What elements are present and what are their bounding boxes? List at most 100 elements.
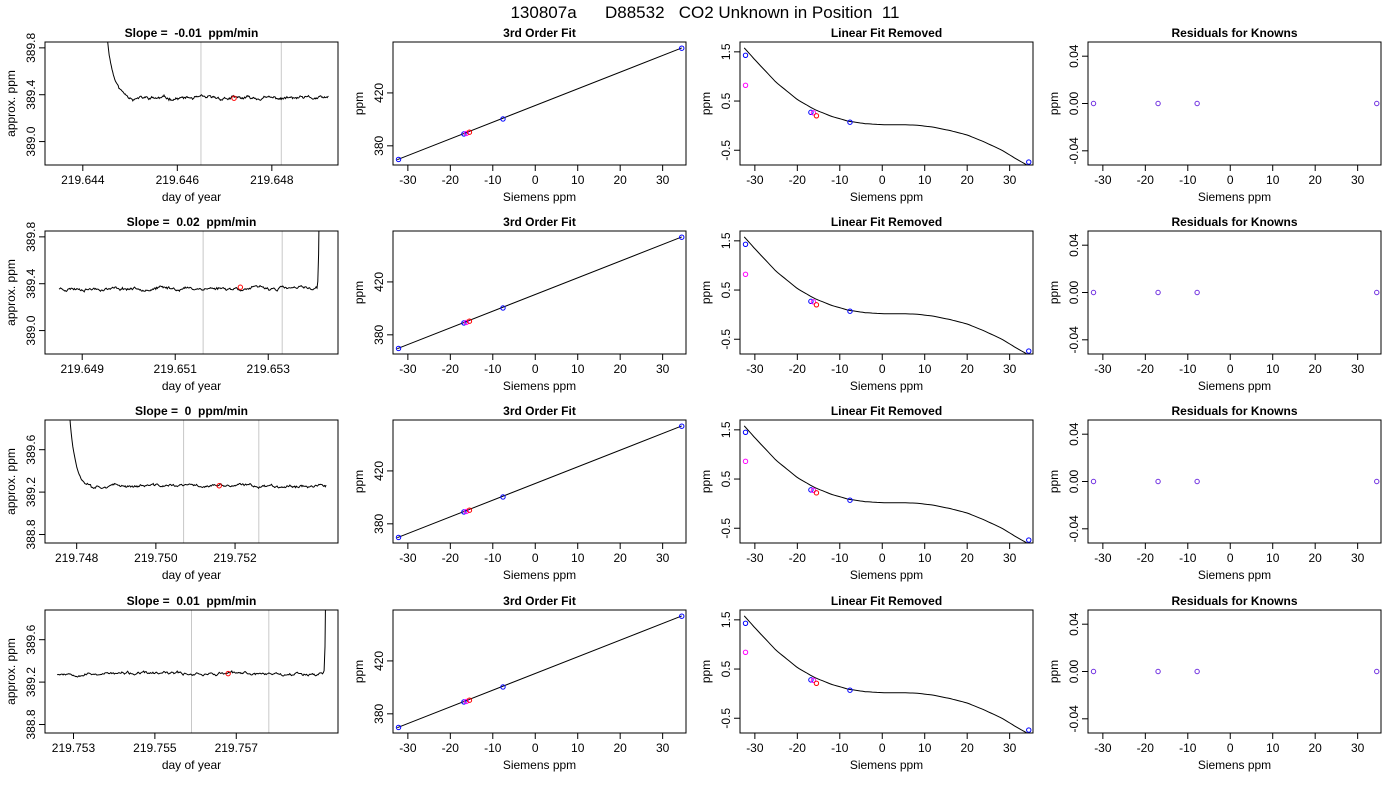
x-tick-label: -20	[789, 173, 807, 187]
y-tick-label: 0.00	[1067, 280, 1081, 304]
y-axis-label: approx. ppm	[4, 448, 18, 515]
data-point	[1374, 668, 1380, 675]
y-tick-label: 389.4	[24, 268, 38, 298]
data-point	[461, 320, 467, 326]
panel-grid: Slope = -0.01 ppm/min 219.644 219.646 219.6…	[4, 26, 1382, 772]
data-point	[813, 302, 820, 308]
plot-area	[395, 423, 685, 541]
x-tick-label: -20	[789, 362, 807, 376]
x-tick-label: 0	[532, 362, 539, 376]
x-tick-label: 30	[656, 551, 670, 565]
data-point	[1194, 668, 1200, 675]
panel-r3-fit: 3rd Order Fit -30 -20 -10 0 10 20 30 380 420 Sieme…	[352, 404, 687, 582]
y-tick-label: 380	[372, 135, 386, 155]
x-tick-label: 30	[656, 741, 670, 755]
x-tick-label: 10	[918, 551, 932, 565]
data-point	[679, 423, 685, 429]
data-point	[463, 319, 470, 326]
panel-r4-trace: Slope = 0.01 ppm/min 219.753 219.755 219.75…	[4, 594, 339, 772]
data-point	[808, 677, 814, 683]
plot-area	[69, 420, 327, 543]
x-tick-label: 10	[1266, 362, 1280, 376]
x-tick-label: 219.648	[250, 173, 294, 187]
y-tick-label: 380	[372, 703, 386, 723]
y-tick-label: 0.5	[719, 660, 733, 677]
y-tick-label: -0.5	[719, 140, 733, 161]
data-point	[1155, 100, 1161, 107]
x-tick-label: 219.649	[61, 362, 105, 376]
y-tick-label: 0.04	[1067, 422, 1081, 446]
data-point	[813, 113, 820, 119]
x-tick-label: 20	[961, 551, 975, 565]
x-tick-label: -20	[1137, 173, 1155, 187]
plot-frame	[1087, 230, 1382, 355]
panel-title: Linear Fit Removed	[831, 215, 942, 229]
x-tick-label: 30	[656, 173, 670, 187]
data-point	[237, 284, 244, 290]
panel-r1-fit: 3rd Order Fit -30 -20 -10 0 10 20 30 380 420 Sieme…	[352, 26, 687, 204]
y-tick-label: 1.5	[719, 611, 733, 628]
fit-curve	[743, 425, 1029, 543]
data-point	[1026, 159, 1032, 165]
y-tick-label: 0.04	[1067, 44, 1081, 68]
x-axis-label: Siemens ppm	[850, 190, 923, 204]
panel-title: Linear Fit Removed	[831, 594, 942, 608]
x-tick-label: 219.644	[61, 173, 105, 187]
panel-title: 3rd Order Fit	[503, 404, 576, 418]
data-point	[1026, 727, 1032, 733]
data-point	[1374, 100, 1380, 107]
plot-area	[107, 42, 329, 165]
y-tick-label: 1.5	[719, 232, 733, 249]
fit-line	[397, 425, 682, 539]
plot-area	[1090, 289, 1380, 296]
data-point	[742, 620, 749, 626]
plot-area	[58, 231, 320, 354]
plot-frame	[392, 419, 687, 544]
x-tick-label: 30	[656, 362, 670, 376]
data-point	[1090, 668, 1097, 675]
panel-title: Residuals for Knowns	[1171, 404, 1297, 418]
data-point	[742, 52, 749, 58]
y-tick-label: 389.0	[24, 126, 38, 156]
panel-title: Slope = 0 ppm/min	[135, 404, 248, 418]
y-axis-label: ppm	[352, 281, 366, 304]
x-tick-label: -10	[831, 362, 849, 376]
y-axis-label: ppm	[352, 92, 366, 115]
x-tick-label: 219.755	[133, 741, 177, 755]
fit-line	[397, 236, 682, 350]
data-point	[395, 345, 402, 352]
panel-r2-resid: Residuals for Knowns -30 -20 -10 0 10 20 30 -0.0…	[1047, 215, 1382, 393]
panel-title: Residuals for Knowns	[1171, 215, 1297, 229]
plot-frame	[44, 609, 339, 734]
y-tick-label: 420	[372, 83, 386, 103]
data-point	[463, 130, 470, 137]
plot-frame	[739, 609, 1034, 734]
x-tick-label: -10	[1179, 551, 1197, 565]
x-tick-label: 30	[1351, 173, 1365, 187]
plot-frame	[44, 41, 339, 166]
data-point	[500, 494, 506, 500]
x-tick-label: 30	[1351, 741, 1365, 755]
panel-title: 3rd Order Fit	[503, 594, 576, 608]
panel-title: 3rd Order Fit	[503, 215, 576, 229]
y-tick-label: 389.8	[24, 33, 38, 63]
y-tick-label: 380	[372, 324, 386, 344]
x-tick-label: 20	[1309, 362, 1323, 376]
x-tick-label: -20	[1137, 362, 1155, 376]
panel-title: Slope = 0.02 ppm/min	[127, 215, 257, 229]
x-tick-label: 0	[879, 362, 886, 376]
x-tick-label: 219.748	[55, 551, 99, 565]
data-point	[847, 119, 853, 125]
y-axis-label: ppm	[1047, 660, 1061, 683]
x-tick-label: 0	[879, 741, 886, 755]
x-tick-label: -30	[399, 362, 417, 376]
x-tick-label: -10	[831, 551, 849, 565]
x-tick-label: 10	[1266, 173, 1280, 187]
x-tick-label: 0	[532, 551, 539, 565]
x-axis-label: Siemens ppm	[503, 758, 576, 772]
data-point	[466, 697, 473, 703]
data-point	[810, 677, 817, 684]
y-tick-label: 0.5	[719, 92, 733, 109]
data-point	[395, 156, 402, 163]
